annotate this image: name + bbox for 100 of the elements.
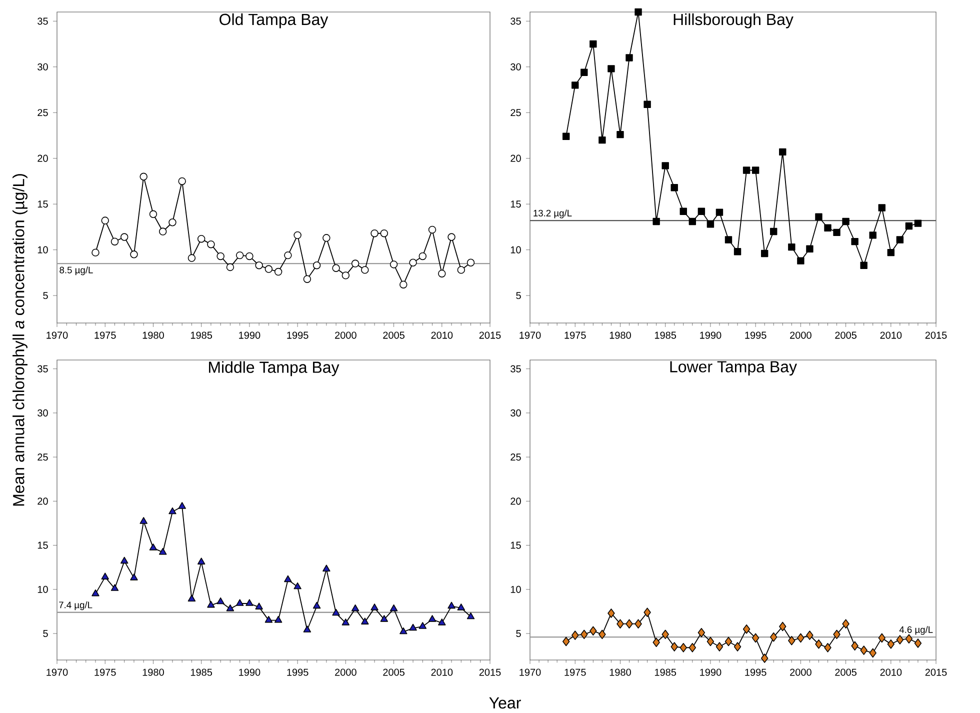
point <box>342 272 350 280</box>
point <box>92 589 100 596</box>
point <box>644 608 651 618</box>
point <box>149 210 158 218</box>
y-axis-title: Mean annual chlorophyll a concentration (µg/L) <box>12 174 28 506</box>
x-tick-label: 1980 <box>142 332 164 339</box>
point <box>824 642 832 652</box>
x-tick-label: 1995 <box>287 668 308 676</box>
ref-line-label: 7.4 µg/L <box>59 601 92 610</box>
point <box>380 615 388 622</box>
point <box>788 636 796 646</box>
point <box>652 638 660 648</box>
x-tick-label: 1990 <box>700 332 722 339</box>
point <box>110 238 119 246</box>
x-tick-label: 2005 <box>383 332 404 339</box>
y-tick-label: 5 <box>516 292 521 300</box>
point <box>616 130 624 138</box>
point <box>351 604 360 612</box>
x-tick-label: 2015 <box>479 668 501 676</box>
point <box>770 632 778 642</box>
point <box>716 208 724 216</box>
point <box>418 622 427 629</box>
x-tick-label: 1985 <box>654 332 676 339</box>
point <box>833 228 840 236</box>
point <box>284 575 292 582</box>
point <box>851 238 858 246</box>
point <box>264 265 273 273</box>
y-tick-label: 10 <box>38 586 48 593</box>
point <box>264 616 273 623</box>
y-tick-label: 35 <box>510 365 521 372</box>
point <box>140 172 148 181</box>
point <box>428 615 436 622</box>
y-tick-label: 30 <box>38 63 48 70</box>
x-tick-label: 1975 <box>94 668 116 676</box>
point <box>652 218 660 226</box>
point <box>448 233 456 241</box>
point <box>734 642 742 652</box>
point <box>207 240 215 248</box>
x-tick-label: 2010 <box>880 668 902 676</box>
point <box>92 248 100 256</box>
point <box>779 622 786 632</box>
point <box>284 251 292 260</box>
point <box>562 132 570 140</box>
point <box>878 204 886 212</box>
x-tick-label: 2010 <box>431 332 453 339</box>
x-tick-label: 1970 <box>46 332 68 339</box>
y-tick-label: 25 <box>38 454 48 461</box>
point <box>572 630 579 640</box>
point <box>390 604 398 612</box>
point <box>168 507 176 514</box>
point <box>466 612 475 620</box>
point <box>698 628 706 638</box>
point <box>590 626 597 636</box>
point <box>662 162 669 170</box>
point <box>788 243 796 251</box>
point <box>216 252 224 260</box>
point <box>869 648 876 658</box>
point <box>168 218 176 226</box>
point <box>158 228 167 236</box>
point <box>806 245 814 253</box>
point <box>438 270 446 278</box>
point <box>634 8 642 16</box>
y-tick-label: 20 <box>38 154 48 162</box>
point <box>752 166 760 174</box>
point <box>752 633 760 643</box>
x-tick-label: 1990 <box>239 332 260 339</box>
point <box>734 248 742 256</box>
point <box>448 602 456 609</box>
point <box>724 236 732 244</box>
y-tick-label: 10 <box>510 586 521 593</box>
point <box>120 233 128 241</box>
point <box>815 213 822 220</box>
point <box>598 630 606 640</box>
point <box>409 624 417 631</box>
y-tick-label: 20 <box>510 154 521 162</box>
point <box>626 619 633 628</box>
x-tick-label: 2005 <box>835 332 856 339</box>
point <box>197 558 206 564</box>
point <box>688 642 696 652</box>
point <box>842 619 850 628</box>
y-tick-label: 30 <box>510 409 521 416</box>
x-tick-label: 2000 <box>790 332 812 339</box>
y-tick-label: 5 <box>43 630 48 638</box>
point <box>644 100 651 108</box>
x-tick-label: 2015 <box>925 332 947 339</box>
point <box>197 234 206 243</box>
point <box>457 604 466 610</box>
y-tick-label: 10 <box>510 246 521 254</box>
y-tick-label: 30 <box>38 409 48 416</box>
point <box>887 248 895 256</box>
point <box>626 54 633 62</box>
point <box>178 177 186 186</box>
y-tick-label: 15 <box>510 200 521 208</box>
point <box>178 502 186 509</box>
point <box>896 635 904 644</box>
point <box>724 636 732 646</box>
x-tick-label: 1995 <box>745 668 766 676</box>
point <box>418 252 427 260</box>
point <box>457 266 466 274</box>
point <box>742 166 750 174</box>
